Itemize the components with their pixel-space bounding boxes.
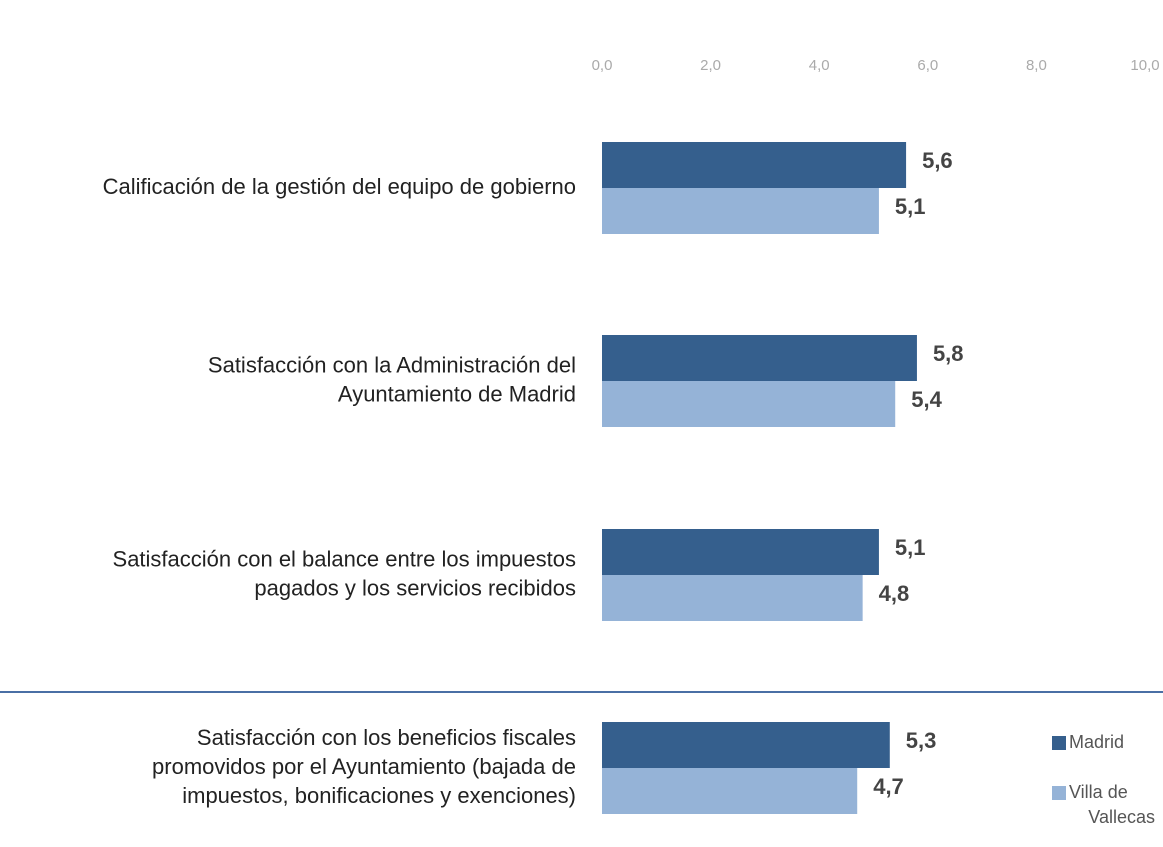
x-tick-label: 10,0 (1130, 57, 1159, 74)
legend-label: Villa de (1069, 782, 1128, 802)
value-label: 5,6 (922, 148, 953, 173)
x-tick-label: 4,0 (809, 57, 830, 74)
bar (602, 335, 917, 381)
x-tick-label: 2,0 (700, 57, 721, 74)
value-label: 5,4 (911, 387, 942, 412)
bar (602, 529, 879, 575)
category-label: Satisfacción con la Administración del (208, 352, 576, 377)
bar (602, 188, 879, 234)
category-label: impuestos, bonificaciones y exenciones) (182, 783, 576, 808)
legend-label: Madrid (1069, 732, 1124, 752)
x-tick-label: 0,0 (592, 57, 613, 74)
category-label: Satisfacción con los beneficios fiscales (197, 725, 576, 750)
bar (602, 381, 896, 427)
value-label: 4,8 (879, 581, 910, 606)
category-label: Calificación de la gestión del equipo de… (103, 174, 576, 199)
legend-label: Vallecas (1088, 807, 1155, 827)
value-label: 5,8 (933, 341, 964, 366)
value-label: 5,3 (906, 728, 937, 753)
value-label: 5,1 (895, 194, 926, 219)
category-label: pagados y los servicios recibidos (254, 575, 576, 600)
category-label: promovidos por el Ayuntamiento (bajada d… (152, 754, 576, 779)
bar (602, 575, 863, 621)
x-tick-label: 6,0 (917, 57, 938, 74)
legend-swatch (1052, 786, 1066, 800)
x-tick-label: 8,0 (1026, 57, 1047, 74)
legend-swatch (1052, 736, 1066, 750)
category-label: Satisfacción con el balance entre los im… (113, 546, 576, 571)
bar (602, 768, 858, 814)
value-label: 5,1 (895, 535, 926, 560)
category-label: Ayuntamiento de Madrid (338, 381, 576, 406)
bar (602, 722, 890, 768)
value-label: 4,7 (873, 774, 904, 799)
bar (602, 142, 907, 188)
